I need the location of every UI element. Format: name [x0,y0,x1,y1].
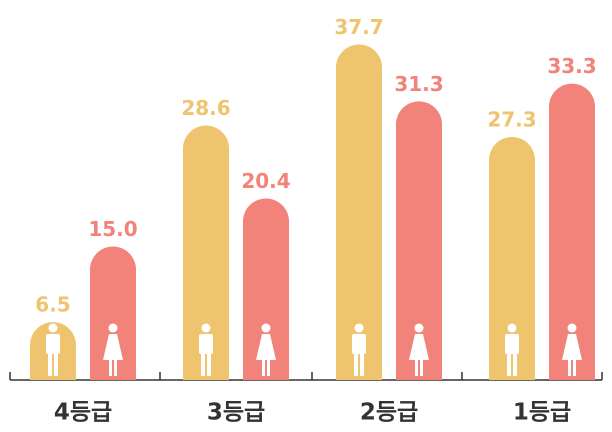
icon-body [46,334,60,354]
icon-leg [360,352,364,376]
icon-leg [568,358,571,376]
icon-leg [354,352,358,376]
icon-dress [256,334,276,360]
icon-leg [48,352,52,376]
bar [549,83,595,380]
value-label: 15.0 [88,217,137,241]
icon-leg [201,352,205,376]
x-tick-label: 3등급 [207,400,265,426]
icon-leg [420,358,423,376]
bar [243,198,289,380]
female-icon [103,323,123,376]
icon-head [507,323,517,333]
icon-dress [103,334,123,360]
icon-head [48,323,58,333]
value-label: 27.3 [487,108,536,132]
icon-head [414,323,424,333]
female-icon [409,323,429,376]
female-icon [562,323,582,376]
bar [489,137,535,380]
value-label: 33.3 [547,54,596,78]
value-label: 6.5 [35,293,70,317]
icon-head [201,323,211,333]
x-tick-label: 4등급 [54,400,112,426]
value-label: 20.4 [241,169,290,193]
male-icon [199,323,213,376]
icon-head [567,323,577,333]
icon-leg [114,358,117,376]
icon-leg [513,352,517,376]
icon-leg [54,352,58,376]
icon-leg [207,352,211,376]
icon-leg [415,358,418,376]
value-label: 31.3 [394,72,443,96]
icon-leg [262,358,265,376]
icon-leg [507,352,511,376]
x-tick-label: 1등급 [513,400,571,426]
icon-head [108,323,118,333]
bar [336,44,382,380]
male-icon [46,323,60,376]
icon-dress [409,334,429,360]
icon-leg [109,358,112,376]
icon-head [354,323,364,333]
icon-body [199,334,213,354]
icon-body [352,334,366,354]
bar [90,246,136,380]
x-tick-label: 2등급 [360,400,418,426]
value-label: 37.7 [334,15,383,39]
icon-leg [267,358,270,376]
male-icon [505,323,519,376]
male-icon [352,323,366,376]
female-icon [256,323,276,376]
icon-head [261,323,271,333]
bar [183,125,229,380]
icon-leg [573,358,576,376]
icon-body [505,334,519,354]
value-label: 28.6 [181,96,230,120]
bar [396,101,442,381]
icon-dress [562,334,582,360]
